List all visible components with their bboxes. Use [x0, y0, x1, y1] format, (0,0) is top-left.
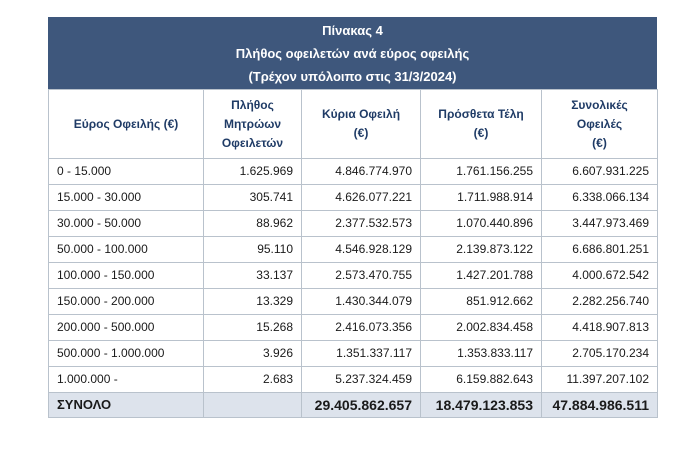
total-additional-charges: 18.479.123.853	[420, 392, 542, 418]
total-row: ΣΥΝΟΛΟ 29.405.862.657 18.479.123.853 47.884…	[48, 392, 658, 418]
cell-total-debt: 11.397.207.102	[541, 366, 658, 393]
cell-debtor-count: 13.329	[203, 288, 302, 315]
header-line: Οφειλές	[576, 116, 623, 131]
cell-total-debt: 4.000.672.542	[541, 262, 658, 289]
cell-additional-charges: 1.353.833.117	[420, 340, 542, 367]
header-line: Εύρος Οφειλής (€)	[73, 116, 179, 131]
cell-additional-charges: 2.139.873.122	[420, 236, 542, 263]
cell-principal-debt: 1.430.344.079	[301, 288, 421, 315]
debt-table-container: Πίνακας 4 Πλήθος οφειλετών ανά εύρος οφε…	[48, 17, 658, 418]
header-line: Συνολικές	[571, 97, 628, 112]
cell-total-debt: 6.607.931.225	[541, 158, 658, 185]
cell-debt-range: 200.000 - 500.000	[48, 314, 204, 341]
cell-debtor-count: 15.268	[203, 314, 302, 341]
header-line: Πρόσθετα Τέλη	[438, 107, 524, 121]
cell-debt-range: 500.000 - 1.000.000	[48, 340, 204, 367]
cell-additional-charges: 1.761.156.255	[420, 158, 542, 185]
cell-debt-range: 30.000 - 50.000	[48, 210, 204, 237]
table-number: Πίνακας 4	[322, 23, 383, 38]
cell-additional-charges: 6.159.882.643	[420, 366, 542, 393]
table-subtitle: (Τρέχον υπόλοιπο στις 31/3/2024)	[248, 69, 457, 84]
cell-additional-charges: 1.711.988.914	[420, 184, 542, 211]
cell-principal-debt: 4.626.077.221	[301, 184, 421, 211]
table-row: 50.000 - 100.000 95.110 4.546.928.129 2.139…	[48, 236, 658, 263]
cell-total-debt: 6.338.066.134	[541, 184, 658, 211]
cell-principal-debt: 4.546.928.129	[301, 236, 421, 263]
cell-principal-debt: 4.846.774.970	[301, 158, 421, 185]
table-row: 100.000 - 150.000 33.137 2.573.470.755 1.42…	[48, 262, 658, 289]
cell-total-debt: 2.282.256.740	[541, 288, 658, 315]
header-line: Οφειλετών	[221, 135, 284, 150]
cell-principal-debt: 2.416.073.356	[301, 314, 421, 341]
table-row: 500.000 - 1.000.000 3.926 1.351.337.117 1.3…	[48, 340, 658, 367]
header-line: (€)	[592, 135, 607, 150]
cell-debt-range: 1.000.000 -	[48, 366, 204, 393]
cell-total-debt: 4.418.907.813	[541, 314, 658, 341]
total-label: ΣΥΝΟΛΟ	[48, 392, 204, 418]
total-debtor-count	[203, 392, 302, 418]
debt-table: Εύρος Οφειλής (€) Πλήθος Μητρώων Οφειλετών Κ…	[48, 89, 658, 418]
cell-additional-charges: 1.427.201.788	[420, 262, 542, 289]
total-principal-debt: 29.405.862.657	[301, 392, 421, 418]
cell-debtor-count: 95.110	[203, 236, 302, 263]
header-line: (€)	[353, 126, 369, 140]
table-row: 1.000.000 -2.683 5.237.324.459 6.159.882.6…	[48, 366, 658, 393]
cell-debt-range: 50.000 - 100.000	[48, 236, 204, 263]
cell-principal-debt: 2.573.470.755	[301, 262, 421, 289]
header-total-debt: Συνολικές Οφειλές (€)	[541, 89, 658, 159]
cell-debtor-count: 305.741	[203, 184, 302, 211]
table-row: 200.000 - 500.000 15.268 2.416.073.356 2.00…	[48, 314, 658, 341]
cell-additional-charges: 851.912.662	[420, 288, 542, 315]
cell-total-debt: 3.447.973.469	[541, 210, 658, 237]
cell-debt-range: 100.000 - 150.000	[48, 262, 204, 289]
cell-debt-range: 0 - 15.000	[48, 158, 204, 185]
cell-principal-debt: 5.237.324.459	[301, 366, 421, 393]
table-title: Πλήθος οφειλετών ανά εύρος οφειλής	[235, 46, 470, 61]
header-line: (€)	[473, 126, 489, 140]
cell-total-debt: 6.686.801.251	[541, 236, 658, 263]
cell-debt-range: 150.000 - 200.000	[48, 288, 204, 315]
table-row: 30.000 - 50.000 88.962 2.377.532.573 1.070.…	[48, 210, 658, 237]
cell-debtor-count: 3.926	[203, 340, 302, 367]
cell-total-debt: 2.705.170.234	[541, 340, 658, 367]
table-row: 15.000 - 30.000 305.741 4.626.077.221 1.711…	[48, 184, 658, 211]
header-debt-range: Εύρος Οφειλής (€)	[48, 89, 204, 159]
header-line: Κύρια Οφειλή	[321, 107, 401, 121]
header-additional-charges: Πρόσθετα Τέλη (€)	[420, 89, 542, 159]
table-row: 150.000 - 200.000 13.329 1.430.344.079 851.…	[48, 288, 658, 315]
table-row: 0 - 15.000 1.625.969 4.846.774.970 1.761.15…	[48, 158, 658, 185]
cell-debtor-count: 1.625.969	[203, 158, 302, 185]
header-line: Πλήθος	[231, 97, 274, 112]
cell-debtor-count: 88.962	[203, 210, 302, 237]
table-title-band: Πίνακας 4 Πλήθος οφειλετών ανά εύρος οφε…	[48, 17, 657, 89]
header-row: Εύρος Οφειλής (€) Πλήθος Μητρώων Οφειλετών Κ…	[48, 89, 658, 159]
cell-debtor-count: 2.683	[203, 366, 302, 393]
cell-principal-debt: 2.377.532.573	[301, 210, 421, 237]
header-debtor-count: Πλήθος Μητρώων Οφειλετών	[203, 89, 302, 159]
header-principal-debt: Κύρια Οφειλή (€)	[301, 89, 421, 159]
cell-debtor-count: 33.137	[203, 262, 302, 289]
cell-principal-debt: 1.351.337.117	[301, 340, 421, 367]
total-debt-sum: 47.884.986.511	[541, 392, 658, 418]
cell-additional-charges: 1.070.440.896	[420, 210, 542, 237]
cell-additional-charges: 2.002.834.458	[420, 314, 542, 341]
header-line: Μητρώων	[223, 116, 282, 131]
cell-debt-range: 15.000 - 30.000	[48, 184, 204, 211]
